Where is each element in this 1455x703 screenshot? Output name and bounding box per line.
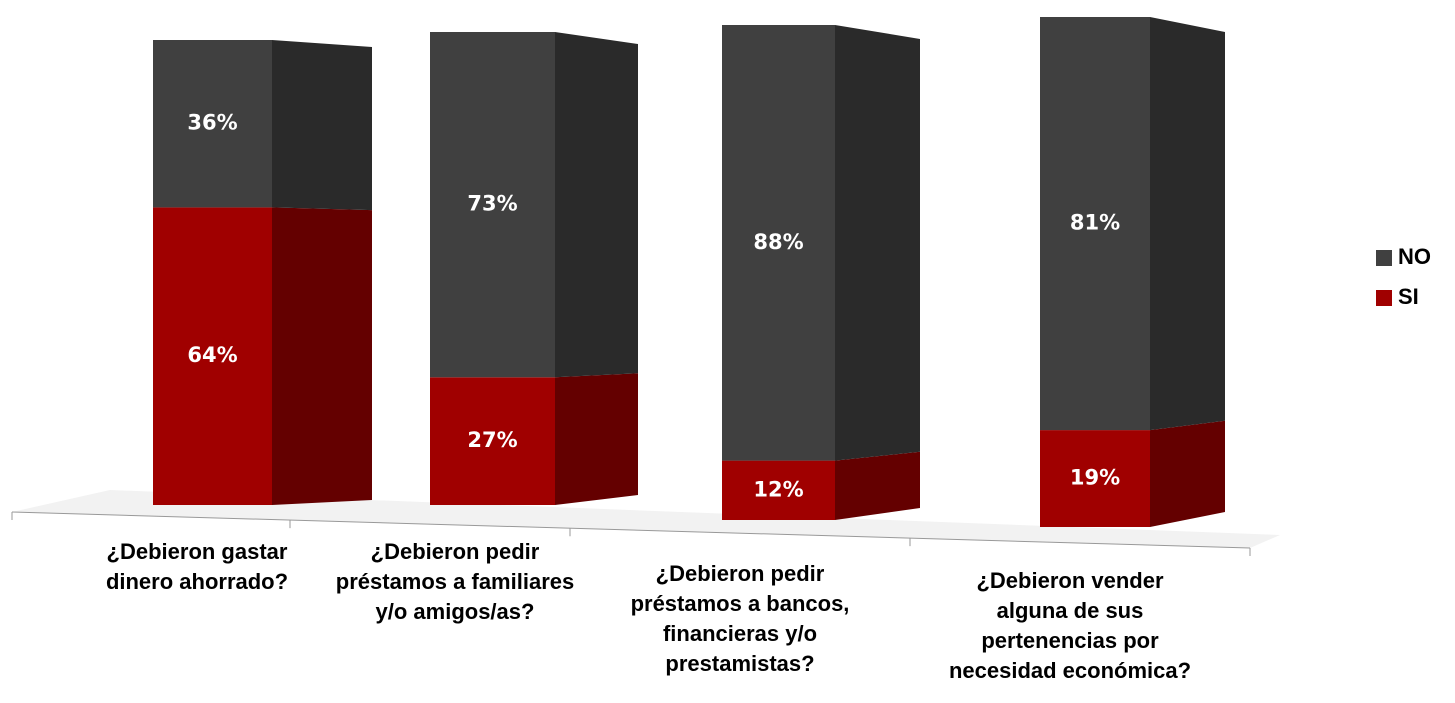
data-label: 88% <box>753 230 803 254</box>
data-label: 36% <box>187 111 237 135</box>
x-tick-label: préstamos a bancos, <box>631 591 850 616</box>
bar-side <box>272 207 372 505</box>
x-tick-label: pertenencias por <box>981 628 1159 653</box>
bar <box>1040 430 1150 527</box>
bar <box>722 25 835 461</box>
x-tick-label: ¿Debieron pedir <box>656 561 825 586</box>
bar-side <box>835 25 920 461</box>
data-label: 19% <box>1070 466 1120 490</box>
bar <box>153 207 272 505</box>
legend-label: SI <box>1398 284 1419 309</box>
data-label: 64% <box>187 343 237 367</box>
x-tick-label: prestamistas? <box>665 651 814 676</box>
bar <box>153 40 272 208</box>
data-label: 27% <box>467 428 517 452</box>
legend-swatch <box>1376 250 1392 266</box>
bar <box>430 377 555 505</box>
legend-swatch <box>1376 290 1392 306</box>
bar-side <box>1150 17 1225 431</box>
x-tick-label: necesidad económica? <box>949 658 1191 683</box>
bar-side <box>1150 420 1225 527</box>
x-tick-label: ¿Debieron pedir <box>371 539 540 564</box>
x-tick-label: dinero ahorrado? <box>106 569 288 594</box>
data-label: 81% <box>1070 211 1120 235</box>
legend-label: NO <box>1398 244 1431 269</box>
x-tick-label: alguna de sus <box>997 598 1144 623</box>
data-label: 73% <box>467 192 517 216</box>
bar <box>722 460 835 520</box>
data-label: 12% <box>753 477 803 501</box>
bar <box>1040 17 1150 431</box>
x-tick-label: ¿Debieron gastar <box>107 539 288 564</box>
bar-side <box>555 32 638 378</box>
bar-side <box>555 373 638 505</box>
x-tick-label: y/o amigos/as? <box>376 599 535 624</box>
x-axis <box>11 511 1251 549</box>
bar-side <box>272 40 372 211</box>
x-tick-label: financieras y/o <box>663 621 817 646</box>
x-tick-label: ¿Debieron vender <box>976 568 1163 593</box>
bar-side <box>835 451 920 520</box>
x-tick-label: préstamos a familiares <box>336 569 574 594</box>
floor <box>12 490 1280 548</box>
bar <box>430 32 555 378</box>
